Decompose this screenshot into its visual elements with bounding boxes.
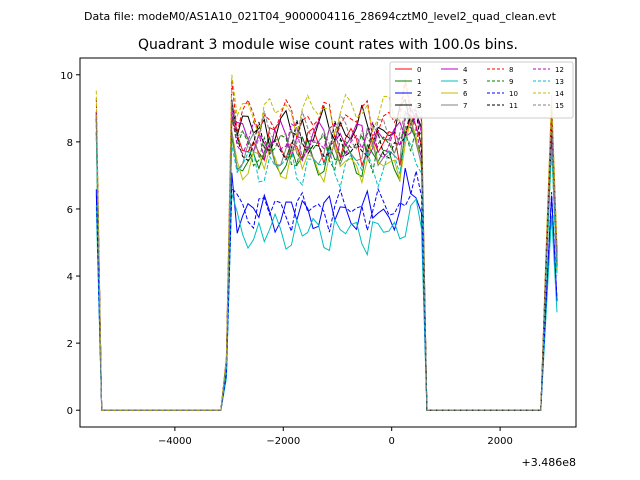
legend-label: 5 [463,78,467,86]
x-tick-label: −4000 [158,436,192,447]
legend-label: 13 [555,78,564,86]
legend-label: 14 [555,90,564,98]
legend-label: 9 [509,78,513,86]
legend-label: 15 [555,102,564,110]
x-axis: −4000 −2000 0 2000 [158,427,513,447]
y-tick-label: 0 [67,406,73,417]
data-file-suptitle: Data file: modeM0/AS1A10_021T04_90000041… [84,10,557,23]
y-tick-label: 2 [67,339,73,350]
x-tick-label: −2000 [266,436,300,447]
series-line-14 [95,74,558,411]
legend-label: 0 [417,66,421,74]
series-line-15 [95,101,558,411]
series-line-13 [95,134,558,411]
y-tick-label: 6 [67,205,73,216]
legend-label: 11 [509,102,518,110]
x-tick-label: 0 [389,436,395,447]
y-tick-label: 4 [67,272,73,283]
series-line-6 [95,117,558,411]
legend-label: 6 [463,90,468,98]
series-line-9 [95,117,558,411]
y-axis: 0 2 4 6 8 10 [60,71,80,417]
series-line-8 [95,79,558,411]
chart-title: Quadrant 3 module wise count rates with … [138,37,518,53]
x-offset-label: +3.486e8 [522,456,576,469]
legend-label: 8 [509,66,513,74]
x-tick-label: 2000 [487,436,512,447]
legend-box [389,61,574,119]
legend-label: 3 [417,102,421,110]
legend-label: 10 [509,90,518,98]
legend-label: 12 [555,66,564,74]
y-tick-label: 8 [67,138,73,149]
series-line-2 [95,167,558,411]
series-line-11 [95,107,558,411]
legend-label: 7 [463,102,467,110]
plot-frame [79,57,577,428]
series-line-10 [95,170,558,411]
series-lines [95,74,558,411]
y-tick-label: 10 [60,71,73,82]
legend-label: 4 [463,66,468,74]
legend-label: 1 [417,78,421,86]
legend-label: 2 [417,90,421,98]
series-line-5 [95,193,558,411]
